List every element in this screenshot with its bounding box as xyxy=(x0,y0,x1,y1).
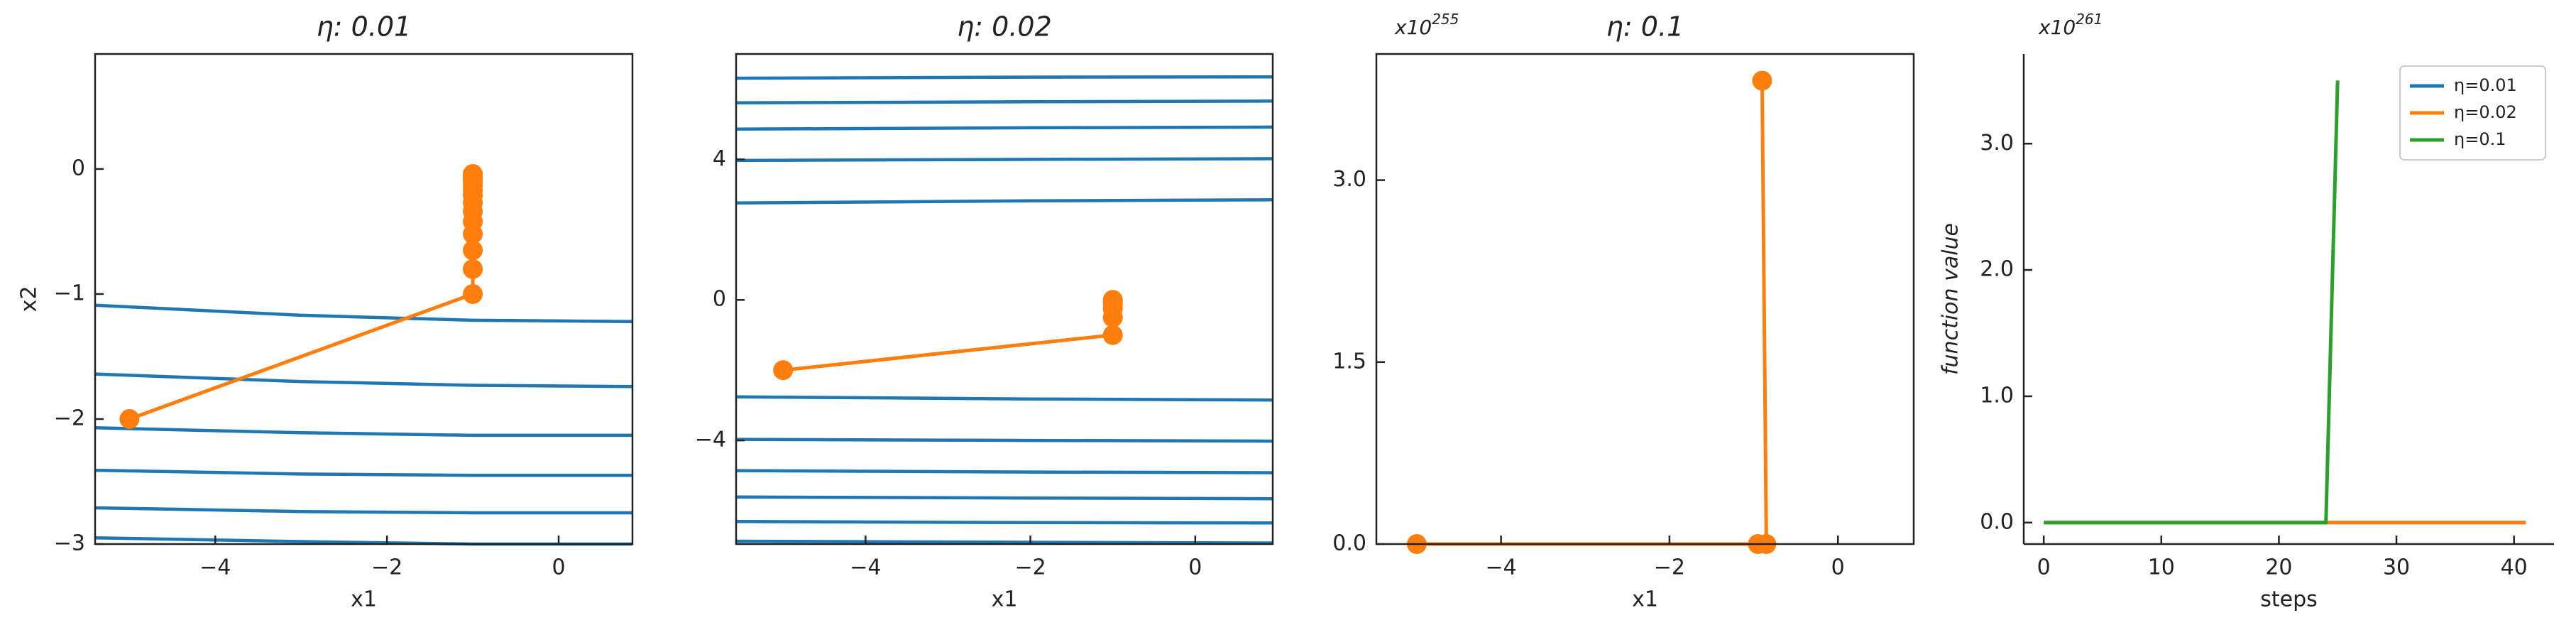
offset-base: x10 xyxy=(1394,16,1432,39)
y-tick-label: −2 xyxy=(54,406,85,430)
legend-label: η=0.02 xyxy=(2454,102,2517,122)
trajectory-point xyxy=(119,408,140,429)
offset-text: x10261 xyxy=(2038,11,2103,40)
axes-frame xyxy=(94,53,634,545)
y-tick-label: 4 xyxy=(713,146,726,171)
y-axis-label: function value xyxy=(1939,223,1963,375)
subplot: η: 0.02 x1 −4 −2 0 −4 0 4 xyxy=(695,11,1274,612)
trajectory-point xyxy=(463,163,483,184)
legend-frame xyxy=(2399,65,2546,161)
contour-line xyxy=(94,506,632,515)
y-tick-label: 3.0 xyxy=(1332,167,1366,192)
y-tick-label: 0 xyxy=(713,287,726,312)
axes-frame xyxy=(1375,53,1915,545)
x-tick-label: −2 xyxy=(1654,555,1685,580)
offset-exponent: 261 xyxy=(2076,11,2103,28)
x-tick-label: 40 xyxy=(2501,555,2528,580)
legend: η=0.01 η=0.02 η=0.1 xyxy=(2399,65,2546,161)
legend-label: η=0.01 xyxy=(2454,75,2517,95)
contour-line xyxy=(735,75,1273,80)
y-tick-label: 2.0 xyxy=(1980,257,2014,282)
trajectory-point xyxy=(463,283,483,304)
offset-exponent: 255 xyxy=(1432,11,1459,28)
x-tick-label: 0 xyxy=(2037,555,2051,580)
y-tick-label: −4 xyxy=(695,428,726,452)
contour-line xyxy=(94,468,632,477)
x-axis-label: steps xyxy=(2260,587,2318,612)
x-tick-label: −4 xyxy=(1485,555,1516,580)
x-axis-label: x1 xyxy=(992,587,1018,612)
x-tick-label: 10 xyxy=(2148,555,2175,580)
x-tick-label: −4 xyxy=(850,555,881,580)
x-tick-label: 0 xyxy=(552,555,565,580)
contour-line xyxy=(735,495,1273,501)
contour-line xyxy=(94,426,632,438)
contour-line xyxy=(735,125,1273,131)
x-axis-label: x1 xyxy=(1632,587,1658,612)
y-tick-label: −3 xyxy=(54,531,85,556)
trajectory-point xyxy=(463,240,483,261)
x-tick-label: −2 xyxy=(1014,555,1046,580)
contour-line xyxy=(94,372,633,389)
y-tick-label: 0 xyxy=(72,156,85,180)
x-tick-label: 30 xyxy=(2383,555,2410,580)
subplot: η: 0.01 x1 x2 −4 −2 0 −3 −2 −1 0 xyxy=(17,11,634,612)
x-axis-label: x1 xyxy=(351,587,377,612)
contour-line xyxy=(94,536,632,546)
subplot-title: η: 0.02 xyxy=(957,11,1052,43)
contour-line xyxy=(735,198,1273,205)
subplot: steps function value x10261 0 10 20 30 40 0.0 1.0… xyxy=(1939,11,2554,612)
y-tick-label: 3.0 xyxy=(1980,131,2014,156)
y-tick-label: 1.5 xyxy=(1332,349,1366,374)
contour-line xyxy=(735,539,1273,545)
x-tick-label: 0 xyxy=(1831,555,1845,580)
trajectory-point xyxy=(773,360,794,381)
subplot-title: η: 0.01 xyxy=(317,11,412,43)
x-tick-label: −4 xyxy=(199,555,231,580)
y-tick-label: 0.0 xyxy=(1980,509,2014,534)
subplot-title: η: 0.1 xyxy=(1606,11,1684,43)
y-tick-label: 1.0 xyxy=(1980,383,2014,408)
contour-line xyxy=(735,395,1273,402)
subplot: η: 0.1 x1 x10255 −4 −2 0 0.0 1.5 3.0 xyxy=(1332,11,1915,612)
x-tick-label: 0 xyxy=(1188,555,1202,580)
trajectory-point xyxy=(463,259,483,279)
series-line xyxy=(2044,80,2340,525)
contour-line xyxy=(735,520,1273,525)
contour-line xyxy=(735,469,1273,474)
offset-base: x10 xyxy=(2038,16,2076,39)
y-tick-label: 0.0 xyxy=(1332,531,1366,556)
contour-line xyxy=(735,99,1273,105)
trajectory-point xyxy=(1102,290,1123,310)
trajectory-point xyxy=(1752,70,1772,91)
contour-line xyxy=(94,303,633,323)
trajectory-point xyxy=(1102,325,1123,345)
contour-line xyxy=(735,438,1273,443)
offset-text: x10255 xyxy=(1394,11,1459,40)
y-axis-label: x2 xyxy=(17,286,42,313)
x-tick-label: −2 xyxy=(371,555,402,580)
x-tick-label: 20 xyxy=(2265,555,2292,580)
trajectory-line xyxy=(1417,80,1768,546)
y-tick-label: −1 xyxy=(54,281,85,305)
trajectory-line xyxy=(782,300,1115,372)
contour-line xyxy=(735,157,1273,163)
legend-label: η=0.1 xyxy=(2454,129,2506,149)
